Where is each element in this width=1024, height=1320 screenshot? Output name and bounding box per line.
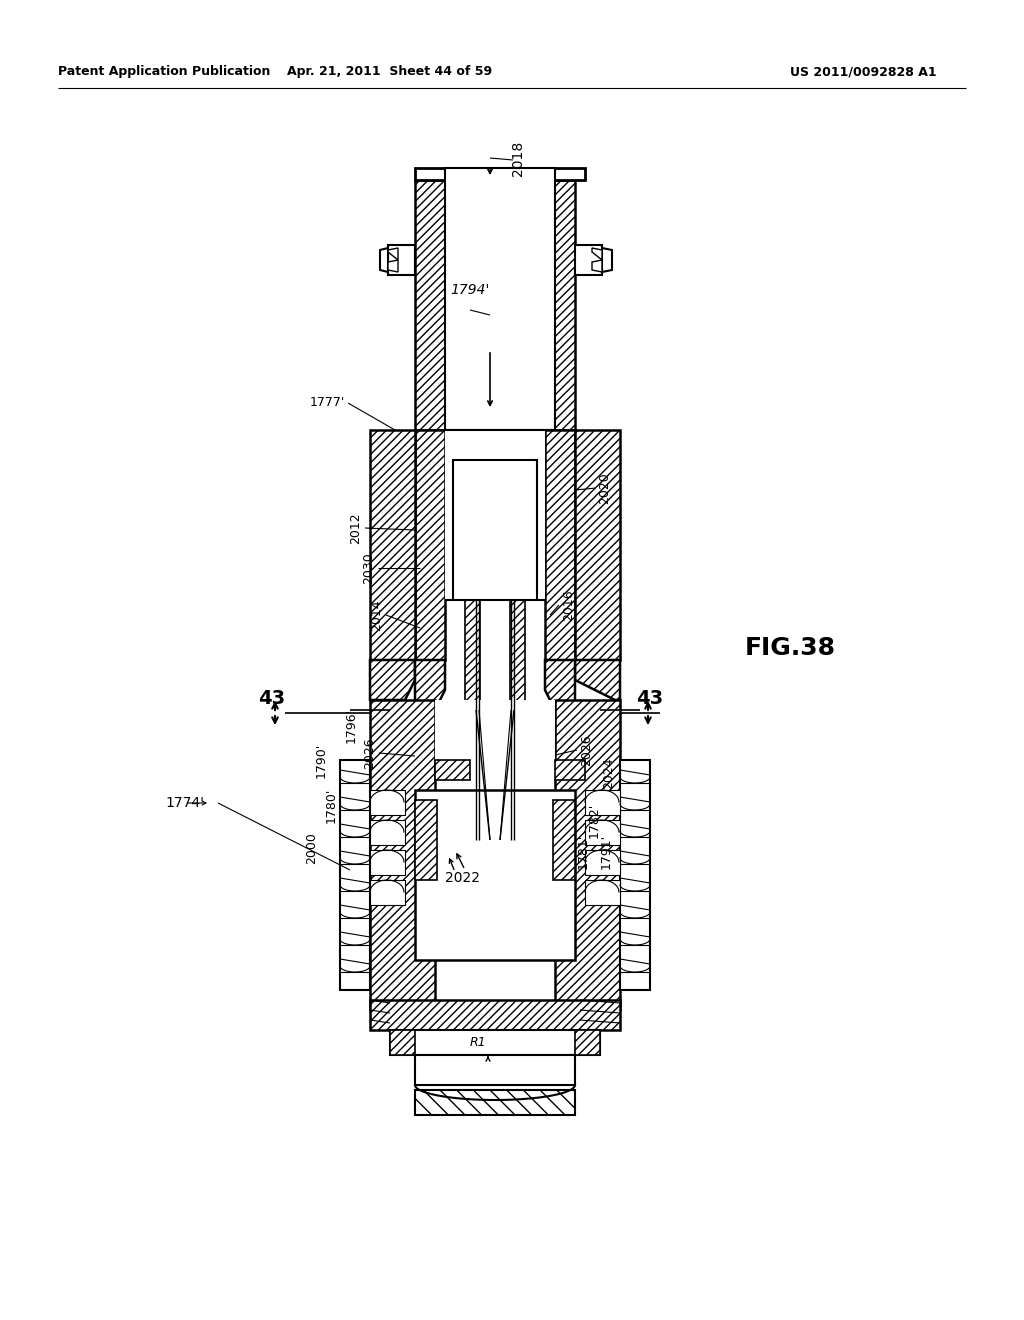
Polygon shape xyxy=(370,789,406,814)
Text: 2014: 2014 xyxy=(370,599,383,631)
Text: 2018: 2018 xyxy=(511,140,525,176)
Text: R1: R1 xyxy=(470,1036,486,1049)
Bar xyxy=(553,800,575,880)
Polygon shape xyxy=(545,660,575,710)
Polygon shape xyxy=(585,789,620,814)
Text: 2020: 2020 xyxy=(598,473,611,504)
Text: Patent Application Publication: Patent Application Publication xyxy=(58,66,270,78)
Bar xyxy=(465,601,480,710)
Bar xyxy=(575,430,620,660)
Bar xyxy=(370,430,415,660)
Text: 1780': 1780' xyxy=(325,787,338,822)
Text: 2026: 2026 xyxy=(580,734,593,766)
Text: 43: 43 xyxy=(637,689,664,708)
Polygon shape xyxy=(370,660,415,700)
Text: 1777': 1777' xyxy=(309,396,345,409)
Polygon shape xyxy=(435,760,470,780)
Bar xyxy=(340,760,370,990)
Bar xyxy=(415,789,575,960)
Bar xyxy=(415,430,445,660)
Polygon shape xyxy=(585,820,620,845)
Polygon shape xyxy=(592,248,602,260)
Bar xyxy=(415,1090,575,1115)
Text: 2030: 2030 xyxy=(362,552,375,583)
Bar xyxy=(445,430,545,601)
Bar xyxy=(415,1055,575,1085)
Bar xyxy=(575,1030,600,1055)
Bar xyxy=(370,1001,620,1030)
Polygon shape xyxy=(585,850,620,875)
Bar xyxy=(620,760,650,990)
Polygon shape xyxy=(370,880,406,906)
Text: 1791': 1791' xyxy=(600,833,613,869)
Polygon shape xyxy=(592,260,602,272)
Bar xyxy=(370,700,435,1010)
Polygon shape xyxy=(585,880,620,906)
Bar xyxy=(445,168,555,430)
Polygon shape xyxy=(555,760,585,780)
Text: 2022: 2022 xyxy=(444,871,479,884)
Polygon shape xyxy=(575,246,602,275)
Bar xyxy=(390,1030,415,1055)
Bar xyxy=(415,800,437,880)
Bar xyxy=(415,168,585,180)
Text: 2012: 2012 xyxy=(349,512,362,544)
Text: Apr. 21, 2011  Sheet 44 of 59: Apr. 21, 2011 Sheet 44 of 59 xyxy=(288,66,493,78)
Bar xyxy=(453,459,537,601)
Bar xyxy=(435,700,555,780)
Polygon shape xyxy=(388,246,415,275)
Text: 1774': 1774' xyxy=(166,796,205,810)
Text: 1781': 1781' xyxy=(577,833,590,869)
Polygon shape xyxy=(415,660,445,710)
Bar xyxy=(510,601,525,710)
Text: 2000: 2000 xyxy=(305,832,318,863)
Text: 2024: 2024 xyxy=(602,758,615,789)
Text: 1790': 1790' xyxy=(315,742,328,777)
Polygon shape xyxy=(380,248,388,272)
Polygon shape xyxy=(388,260,398,272)
Bar xyxy=(545,430,575,660)
Text: 1782': 1782' xyxy=(588,803,601,838)
Bar xyxy=(555,700,620,1010)
Bar xyxy=(415,180,445,430)
Bar xyxy=(545,180,575,430)
Text: 1794': 1794' xyxy=(451,282,489,297)
Polygon shape xyxy=(370,820,406,845)
Text: 2016: 2016 xyxy=(562,589,575,620)
Text: 2026: 2026 xyxy=(362,737,376,768)
Polygon shape xyxy=(602,248,612,272)
Polygon shape xyxy=(370,850,406,875)
Text: FIG.38: FIG.38 xyxy=(744,636,836,660)
Bar xyxy=(390,1030,600,1055)
Text: US 2011/0092828 A1: US 2011/0092828 A1 xyxy=(790,66,937,78)
Text: 1796': 1796' xyxy=(345,708,358,743)
Polygon shape xyxy=(575,660,620,700)
Text: 43: 43 xyxy=(258,689,286,708)
Polygon shape xyxy=(388,248,398,260)
